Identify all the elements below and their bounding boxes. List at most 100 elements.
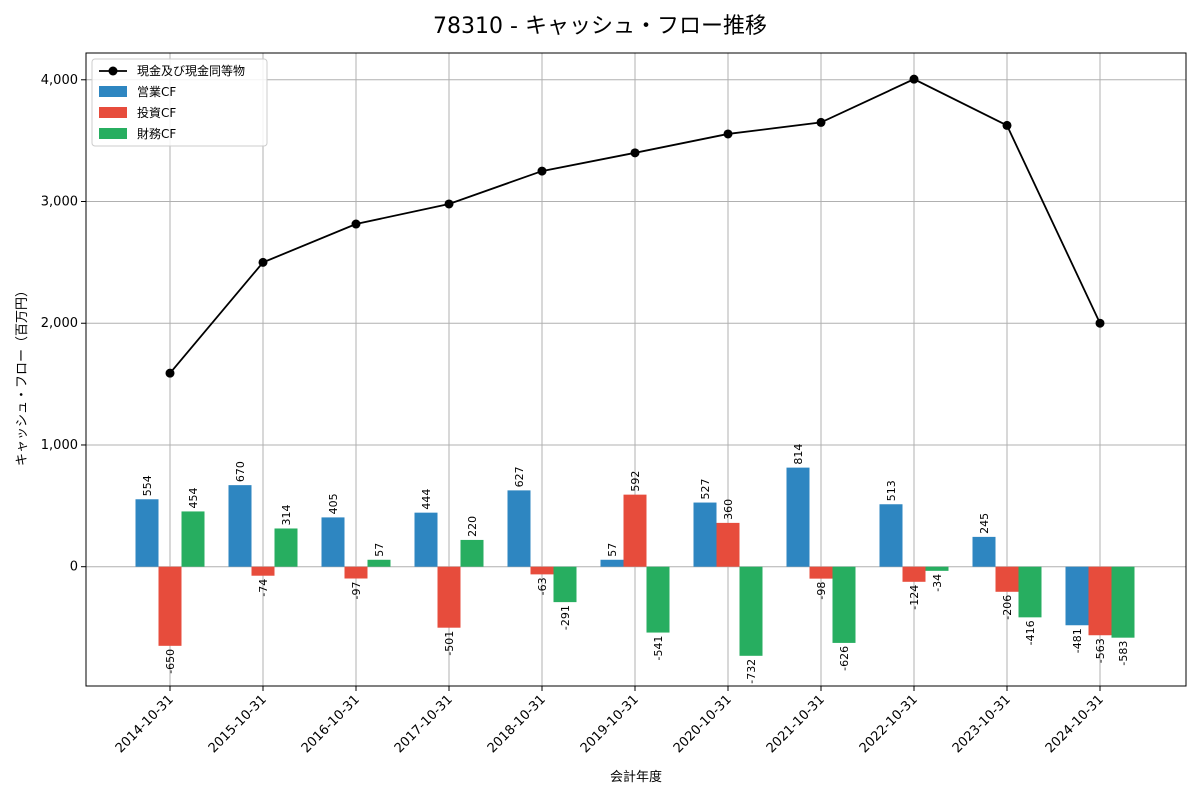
bar-value-label: 814 [792,444,805,465]
bar-営業CF [135,499,159,567]
bar-value-label: -501 [443,631,456,656]
bar-営業CF [693,502,717,567]
plot-frame [85,52,1187,687]
y-axis-title: キャッシュ・フロー（百万円） [15,284,30,466]
bar-value-label: -732 [745,659,758,684]
cash-balance-point [351,219,361,229]
bar-value-label: 405 [327,493,340,514]
bar-営業CF [414,512,438,567]
bar-value-label: 245 [978,513,991,534]
bar-value-label: 57 [606,543,619,557]
legend-label: 営業CF [137,85,176,99]
bar-営業CF [972,536,996,567]
bar-財務CF [367,559,391,567]
bar-投資CF [530,566,554,575]
cash-balance-point [444,199,454,209]
bar-営業CF [321,517,345,567]
bar-投資CF [1088,566,1112,636]
line-layer [165,74,1105,378]
bars-layer [135,467,1135,656]
bar-投資CF [623,494,647,567]
bar-value-label: 592 [629,471,642,492]
bar-value-label: 627 [513,466,526,487]
bar-value-label: -650 [164,649,177,674]
cash-balance-point [537,166,547,176]
cash-balance-point [630,148,640,158]
cash-balance-point [909,74,919,84]
bar-value-label: 57 [373,543,386,557]
bar-財務CF [1111,566,1135,638]
legend-box [91,58,268,147]
bar-投資CF [158,566,182,646]
bar-value-label: -206 [1001,595,1014,620]
y-tick-label: 3,000 [41,195,78,210]
bar-財務CF [181,511,205,567]
bar-営業CF [600,559,624,567]
bar-営業CF [507,490,531,567]
bar-財務CF [646,566,670,633]
legend-bar-swatch [99,107,127,118]
bar-value-label: -541 [652,636,665,661]
bar-投資CF [902,566,926,582]
bar-営業CF [228,485,252,567]
bar-value-label: -63 [536,577,549,595]
grid-layer [86,53,1186,686]
legend-label: 現金及び現金同等物 [137,63,245,78]
bar-財務CF [1018,566,1042,618]
bar-value-label: -291 [559,605,572,630]
bar-value-label: 454 [187,487,200,508]
cash-balance-point [258,257,268,267]
cash-balance-point [1095,318,1105,328]
y-tick-label: 4,000 [41,73,78,88]
legend-label: 投資CF [137,105,176,120]
bar-投資CF [716,522,740,567]
cash-balance-point [723,129,733,139]
bar-value-label: 314 [280,504,293,525]
bar-営業CF [879,504,903,567]
bar-value-label: -124 [908,585,921,610]
bar-value-label: -563 [1094,638,1107,663]
bar-投資CF [437,566,461,628]
bar-営業CF [786,467,810,567]
bar-labels-layer: 554 670 405 444 627 57 527 814 513 245 -481 -650 -74… [141,444,1130,684]
bar-value-label: 670 [234,461,247,482]
bar-財務CF [832,566,856,643]
legend-bar-swatch [99,128,127,139]
x-axis-title: 会計年度 [610,769,662,785]
bar-財務CF [274,528,298,567]
bar-value-label: 554 [141,475,154,496]
bar-value-label: -97 [350,582,363,600]
bar-value-label: 444 [420,489,433,510]
bar-財務CF [739,566,763,656]
bar-営業CF [1065,566,1089,626]
bar-value-label: 527 [699,479,712,500]
chart-title: 78310 - キャッシュ・フロー推移 [433,14,767,39]
bar-投資CF [344,566,368,579]
y-tick-label: 2,000 [41,316,78,331]
legend-line-marker [108,66,118,76]
bar-value-label: -98 [815,582,828,600]
legend-bar-swatch [99,86,127,97]
y-axis: 0 1,000 2,000 3,000 4,000 [41,73,86,575]
cash-balance-point [165,368,175,378]
bar-value-label: 513 [885,480,898,501]
bar-投資CF [251,566,275,576]
bar-value-label: -626 [838,646,851,671]
y-tick-label: 1,000 [41,438,78,453]
legend-label: 財務CF [137,126,176,141]
cash-balance-point [1002,120,1012,130]
bar-投資CF [995,566,1019,592]
bar-投資CF [809,566,833,579]
bar-value-label: -583 [1117,641,1130,666]
bar-value-label: 360 [722,499,735,520]
bar-value-label: -481 [1071,628,1084,653]
y-tick-label: 0 [70,560,78,575]
bar-value-label: -74 [257,579,270,597]
bar-財務CF [553,566,577,603]
bar-value-label: -34 [931,574,944,592]
bar-財務CF [460,539,484,567]
bar-value-label: 220 [466,516,479,537]
bar-財務CF [925,566,949,571]
